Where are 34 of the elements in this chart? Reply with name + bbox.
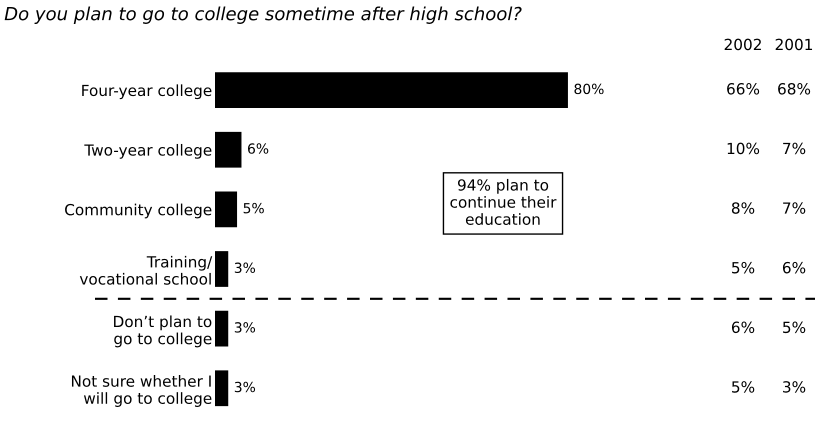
bar bbox=[215, 370, 228, 406]
bar bbox=[215, 72, 568, 108]
text: 2001 bbox=[776, 38, 812, 50]
chart-title: Do you plan to go to college sometime after high school? bbox=[4, 6, 522, 24]
data-label: 80% bbox=[574, 84, 604, 94]
y-tick-label: Four-year college bbox=[82, 84, 212, 100]
data-label: 3% bbox=[234, 262, 256, 274]
data-label: 3% bbox=[234, 322, 256, 333]
text: 6% bbox=[782, 262, 806, 274]
annotation: 94% plan to continue their education bbox=[450, 178, 556, 225]
text: 66% bbox=[727, 83, 760, 95]
data-label: 5% bbox=[244, 202, 264, 214]
text: 10% bbox=[728, 142, 760, 154]
text: 7% bbox=[783, 142, 806, 154]
y-tick-label: Don’t plan to go to college bbox=[114, 315, 212, 348]
bar bbox=[215, 251, 228, 287]
bar bbox=[215, 132, 242, 168]
text: 6% bbox=[732, 322, 754, 334]
text: 7% bbox=[783, 202, 806, 214]
y-tick-label: Not sure whether I will go to college bbox=[72, 375, 212, 407]
text: 68% bbox=[778, 83, 810, 95]
text: 3% bbox=[783, 381, 806, 393]
data-label: 3% bbox=[234, 382, 256, 392]
y-tick-label: Community college bbox=[65, 204, 212, 218]
text: 2002 bbox=[724, 38, 761, 50]
text: 5% bbox=[732, 381, 754, 393]
bar bbox=[215, 310, 228, 347]
bar bbox=[215, 192, 238, 228]
y-tick-label: Two-year college bbox=[84, 144, 212, 159]
data-label: 6% bbox=[248, 143, 268, 154]
text: 8% bbox=[732, 202, 754, 214]
text: 5% bbox=[732, 262, 754, 274]
text: 5% bbox=[783, 322, 806, 334]
y-tick-label: Training/ vocational school bbox=[80, 256, 212, 285]
